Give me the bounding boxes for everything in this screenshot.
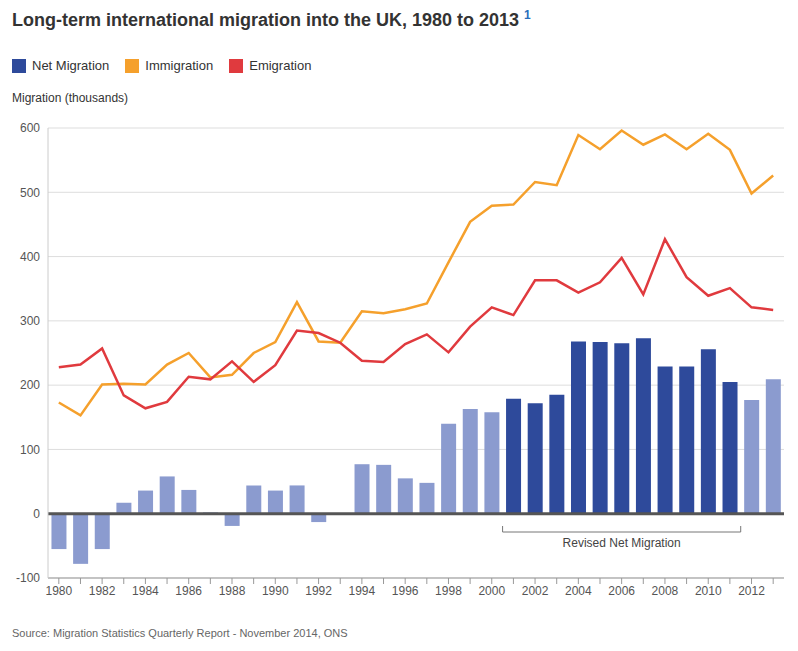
html-text:Source: Migration Statistics Q: Source: Migration Statistics Quarterly R…: [12, 627, 348, 639]
svg-text:2008: 2008: [652, 584, 679, 598]
svg-text:-100: -100: [16, 571, 40, 585]
svg-text:Revised Net Migration: Revised Net Migration: [563, 536, 681, 550]
svg-text:2006: 2006: [608, 584, 635, 598]
svg-text:2012: 2012: [738, 584, 765, 598]
svg-text:500: 500: [20, 186, 40, 200]
svg-text:1982: 1982: [89, 584, 116, 598]
svg-text:400: 400: [20, 250, 40, 264]
svg-text:1998: 1998: [435, 584, 462, 598]
svg-text:600: 600: [20, 121, 40, 135]
svg-text:0: 0: [33, 507, 40, 521]
svg-text:2010: 2010: [695, 584, 722, 598]
svg-text:300: 300: [20, 314, 40, 328]
svg-text:1988: 1988: [219, 584, 246, 598]
svg-text:2004: 2004: [565, 584, 592, 598]
svg-text:1996: 1996: [392, 584, 419, 598]
html-text:Long-term international migrat: Long-term international migration into t…: [12, 10, 520, 30]
html-text:Migration (thousands): Migration (thousands): [12, 91, 129, 105]
svg-text:100: 100: [20, 443, 40, 457]
svg-text:2002: 2002: [522, 584, 549, 598]
svg-text:1984: 1984: [132, 584, 159, 598]
html-text:Net Migration: Net Migration: [32, 58, 110, 73]
svg-text:1992: 1992: [305, 584, 332, 598]
html-text:Emigration: Emigration: [249, 58, 312, 73]
svg-text:1986: 1986: [175, 584, 202, 598]
svg-text:1994: 1994: [349, 584, 376, 598]
svg-text:2000: 2000: [478, 584, 505, 598]
svg-text:1990: 1990: [262, 584, 289, 598]
svg-text:1980: 1980: [45, 584, 72, 598]
svg-text:200: 200: [20, 378, 40, 392]
html-text:1: 1: [524, 8, 531, 22]
html-text:Immigration: Immigration: [145, 58, 214, 73]
